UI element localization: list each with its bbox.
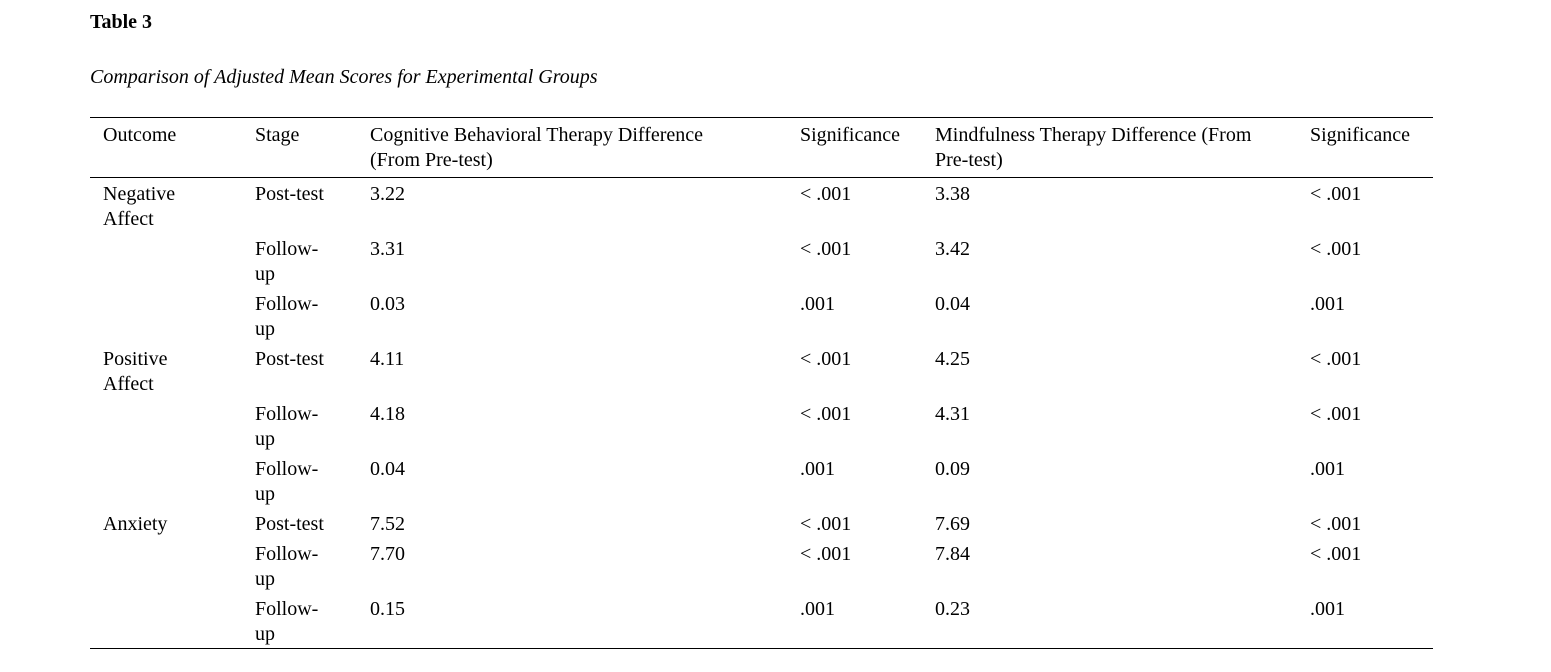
- table-body: Negative Affect Post-test 3.22 < .001 3.…: [90, 178, 1433, 649]
- cell-mt-sig: < .001: [1310, 403, 1362, 425]
- cell-mt-diff: 3.38: [935, 183, 970, 205]
- cell-outcome: Negative Affect: [103, 183, 176, 230]
- results-table: Outcome Stage Cognitive Behavioral Thera…: [90, 117, 1433, 649]
- cell-mt-sig: .001: [1310, 598, 1345, 620]
- cell-outcome: [90, 288, 255, 343]
- cell-stage: Follow- up: [255, 543, 319, 590]
- table-row: Positive Affect Post-test 4.11 < .001 4.…: [90, 343, 1433, 398]
- cell-outcome: Anxiety: [103, 513, 168, 535]
- cell-cbt-sig: < .001: [800, 543, 852, 565]
- cell-cbt-diff: 7.52: [370, 513, 405, 535]
- cell-stage: Follow- up: [255, 293, 319, 340]
- cell-outcome: [90, 398, 255, 453]
- table-row: Follow- up 4.18 < .001 4.31 < .001: [90, 398, 1433, 453]
- cell-cbt-sig: < .001: [800, 513, 852, 535]
- cell-mt-sig: < .001: [1310, 543, 1362, 565]
- table-row: Follow- up 0.15 .001 0.23 .001: [90, 593, 1433, 649]
- cell-cbt-sig: < .001: [800, 183, 852, 205]
- table-row: Anxiety Post-test 7.52 < .001 7.69 < .00…: [90, 508, 1433, 538]
- cell-cbt-sig: .001: [800, 458, 835, 480]
- cell-cbt-sig: < .001: [800, 403, 852, 425]
- cell-outcome: [90, 593, 255, 649]
- cell-stage: Post-test: [255, 513, 324, 535]
- cell-mt-sig: < .001: [1310, 513, 1362, 535]
- column-header-significance-1: Significance: [800, 117, 935, 178]
- column-header-stage: Stage: [255, 117, 370, 178]
- cell-outcome: [90, 538, 255, 593]
- cell-cbt-diff: 3.31: [370, 238, 405, 260]
- cell-stage: Post-test: [255, 183, 324, 205]
- cell-stage: Follow- up: [255, 458, 319, 505]
- column-header-outcome: Outcome: [90, 117, 255, 178]
- cell-stage: Post-test: [255, 348, 324, 370]
- cell-mt-diff: 4.25: [935, 348, 970, 370]
- cell-stage: Follow- up: [255, 403, 319, 450]
- table-header: Outcome Stage Cognitive Behavioral Thera…: [90, 117, 1433, 178]
- table-row: Follow- up 0.03 .001 0.04 .001: [90, 288, 1433, 343]
- cell-mt-sig: .001: [1310, 293, 1345, 315]
- table-row: Negative Affect Post-test 3.22 < .001 3.…: [90, 178, 1433, 234]
- cell-mt-sig: < .001: [1310, 183, 1362, 205]
- cell-cbt-diff: 7.70: [370, 543, 405, 565]
- cell-mt-diff: 0.04: [935, 293, 970, 315]
- cell-mt-diff: 3.42: [935, 238, 970, 260]
- header-row: Outcome Stage Cognitive Behavioral Thera…: [90, 117, 1433, 178]
- cell-cbt-sig: .001: [800, 598, 835, 620]
- table-number-heading: Table 3: [90, 11, 153, 33]
- cell-mt-diff: 0.09: [935, 458, 970, 480]
- cell-mt-diff: 7.69: [935, 513, 970, 535]
- cell-outcome: Positive Affect: [103, 348, 168, 395]
- cell-cbt-diff: 4.18: [370, 403, 405, 425]
- table-row: Follow- up 3.31 < .001 3.42 < .001: [90, 233, 1433, 288]
- cell-cbt-diff: 0.03: [370, 293, 405, 315]
- cell-cbt-diff: 4.11: [370, 348, 405, 370]
- table-row: Follow- up 7.70 < .001 7.84 < .001: [90, 538, 1433, 593]
- table-caption: Comparison of Adjusted Mean Scores for E…: [90, 66, 598, 88]
- cell-cbt-sig: < .001: [800, 348, 852, 370]
- cell-stage: Follow- up: [255, 598, 319, 645]
- cell-cbt-diff: 0.15: [370, 598, 405, 620]
- cell-cbt-diff: 3.22: [370, 183, 405, 205]
- cell-mt-sig: < .001: [1310, 238, 1362, 260]
- cell-mt-sig: .001: [1310, 458, 1345, 480]
- cell-mt-diff: 4.31: [935, 403, 970, 425]
- cell-mt-diff: 7.84: [935, 543, 970, 565]
- cell-mt-diff: 0.23: [935, 598, 970, 620]
- column-header-cbt-difference: Cognitive Behavioral Therapy Difference …: [370, 117, 800, 178]
- column-header-significance-2: Significance: [1310, 117, 1433, 178]
- cell-cbt-sig: .001: [800, 293, 835, 315]
- cell-outcome: [90, 453, 255, 508]
- cell-cbt-diff: 0.04: [370, 458, 405, 480]
- cell-stage: Follow- up: [255, 238, 319, 285]
- cell-cbt-sig: < .001: [800, 238, 852, 260]
- cell-outcome: [90, 233, 255, 288]
- cell-mt-sig: < .001: [1310, 348, 1362, 370]
- column-header-mt-difference: Mindfulness Therapy Difference (From Pre…: [935, 117, 1310, 178]
- table-row: Follow- up 0.04 .001 0.09 .001: [90, 453, 1433, 508]
